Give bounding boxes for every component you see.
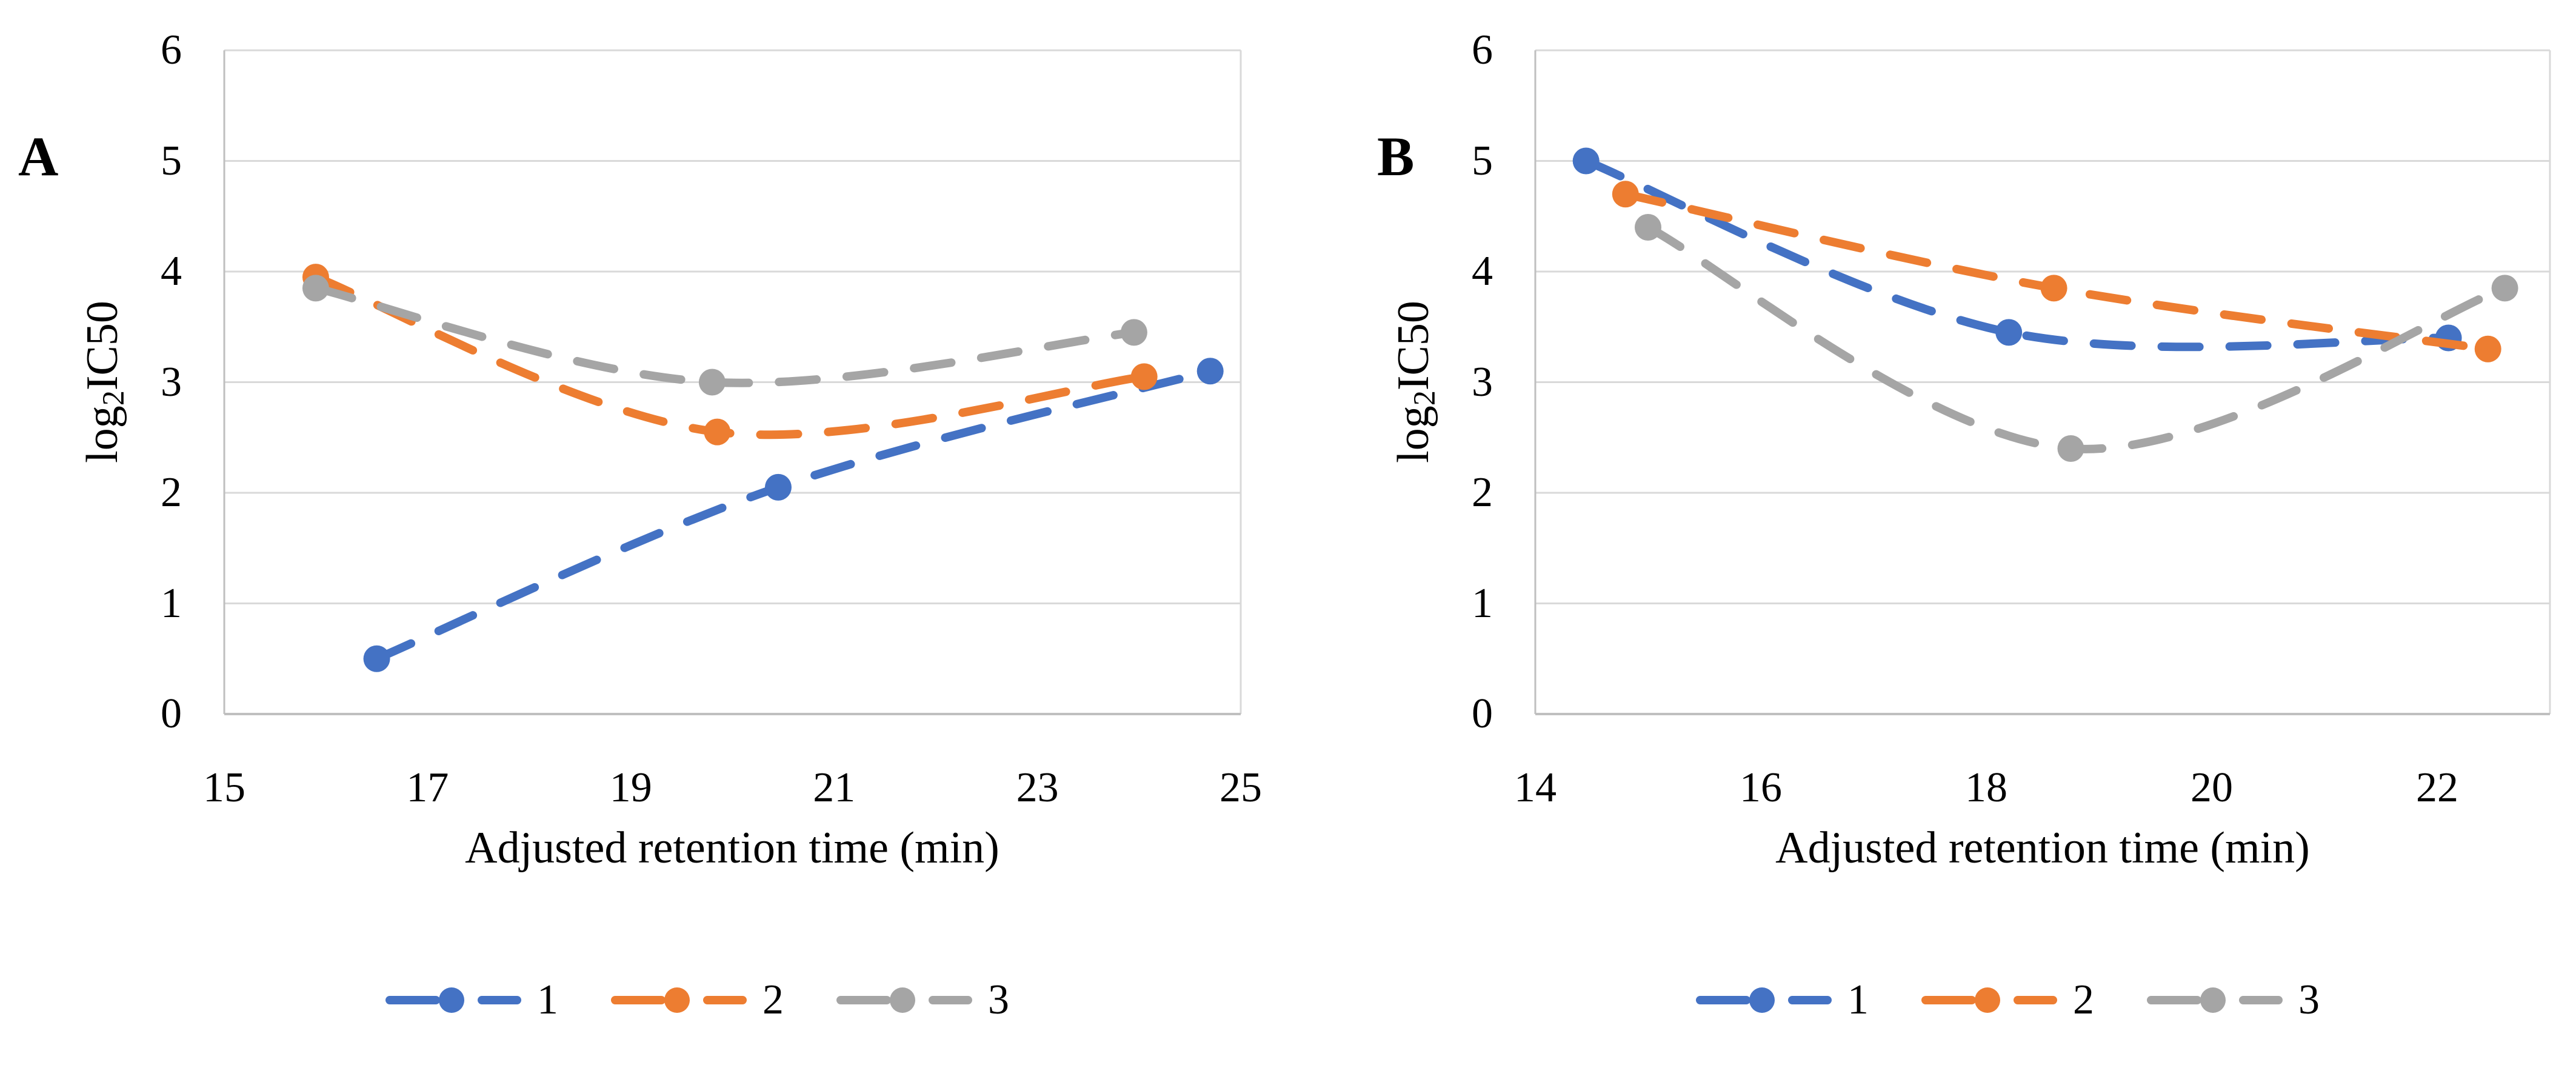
- legend-label: 2: [762, 977, 784, 1023]
- series-3-dash-marker-icon: [836, 987, 972, 1013]
- y-tick-label: 2: [161, 469, 182, 516]
- x-tick-label: 22: [2416, 764, 2458, 811]
- legend-item-series-2: 2: [610, 979, 784, 1021]
- y-tick-label: 4: [161, 248, 182, 295]
- y-tick-label: 0: [1472, 690, 1493, 737]
- legend-label: 1: [1847, 977, 1869, 1023]
- x-tick-label: 23: [1016, 764, 1059, 811]
- x-axis-title-b: Adjusted retention time (min): [1775, 823, 2310, 873]
- y-tick-label: 1: [1472, 579, 1493, 627]
- legend-marker-circle: [1749, 987, 1775, 1013]
- x-tick-label: 17: [406, 764, 449, 811]
- x-tick-label: 14: [1514, 764, 1557, 811]
- series-2-marker: [2474, 335, 2501, 362]
- legend-label: 3: [988, 977, 1009, 1023]
- series-1-marker: [363, 645, 390, 672]
- series-1-marker: [764, 473, 792, 501]
- series-2-dash-marker-icon: [1921, 987, 2057, 1013]
- y-tick-label: 6: [1472, 27, 1493, 73]
- series-1-marker: [1572, 147, 1600, 175]
- series-1-marker: [1995, 319, 2023, 346]
- legend-chart-a: 1 2 3: [385, 970, 1009, 1030]
- legend-marker-circle: [664, 987, 690, 1013]
- legend-item-series-3: 3: [2146, 979, 2320, 1021]
- x-tick-label: 25: [1220, 764, 1262, 811]
- legend-label: 2: [2073, 977, 2094, 1023]
- series-3-dash-marker-icon: [2147, 987, 2283, 1013]
- series-3-marker: [2491, 275, 2518, 302]
- series-2-marker: [1130, 363, 1158, 390]
- x-tick-label: 21: [813, 764, 856, 811]
- x-tick-label: 18: [1965, 764, 2007, 811]
- legend-marker-circle: [1975, 987, 2000, 1013]
- chart-b-plot: [1534, 49, 2551, 715]
- series-1-line: [372, 367, 1215, 663]
- legend-item-series-3: 3: [836, 979, 1009, 1021]
- legend-marker-circle: [890, 987, 915, 1013]
- series-3-marker: [1120, 319, 1147, 346]
- series-3-marker: [2057, 435, 2084, 462]
- series-3-marker: [302, 275, 329, 302]
- x-tick-label: 20: [2191, 764, 2233, 811]
- y-tick-label: 5: [161, 137, 182, 184]
- y-tick-label: 5: [1472, 137, 1493, 184]
- x-tick-label: 15: [203, 764, 245, 811]
- legend-label: 3: [2298, 977, 2320, 1023]
- legend-item-series-1: 1: [385, 979, 558, 1021]
- y-title-pre: log: [1388, 406, 1438, 463]
- series-2-marker: [2040, 275, 2067, 302]
- x-tick-label: 16: [1740, 764, 1782, 811]
- y-tick-label: 1: [161, 579, 182, 627]
- y-title-pre: log: [77, 406, 127, 463]
- series-3-marker: [1635, 214, 1661, 241]
- y-tick-label: 0: [161, 690, 182, 737]
- panel-a-label: A: [18, 125, 59, 187]
- legend-item-series-2: 2: [1921, 979, 2094, 1021]
- y-tick-label: 3: [161, 358, 182, 406]
- series-2-line: [311, 273, 1149, 439]
- series-1-marker: [1196, 358, 1224, 385]
- y-tick-label: 6: [161, 27, 182, 73]
- legend-item-series-1: 1: [1695, 979, 1869, 1021]
- panel-b-label: B: [1377, 125, 1415, 187]
- legend-marker-circle: [2200, 987, 2226, 1013]
- y-tick-label: 2: [1472, 469, 1493, 516]
- series-2-dash-marker-icon: [611, 987, 747, 1013]
- series-3-marker: [698, 369, 726, 396]
- x-tick-label: 19: [609, 764, 652, 811]
- legend-marker-circle: [439, 987, 464, 1013]
- series-2-marker: [1612, 181, 1639, 208]
- series-1-dash-marker-icon: [385, 987, 521, 1013]
- series-2-marker: [704, 418, 731, 446]
- x-axis-title-a: Adjusted retention time (min): [465, 823, 999, 873]
- series-1-line: [1581, 156, 2453, 352]
- series-1-dash-marker-icon: [1696, 987, 1832, 1013]
- legend-label: 1: [537, 977, 558, 1023]
- y-tick-label: 3: [1472, 358, 1493, 406]
- legend-chart-b: 1 2 3: [1695, 970, 2320, 1030]
- y-tick-label: 4: [1472, 248, 1493, 295]
- chart-a-plot: [223, 49, 1242, 715]
